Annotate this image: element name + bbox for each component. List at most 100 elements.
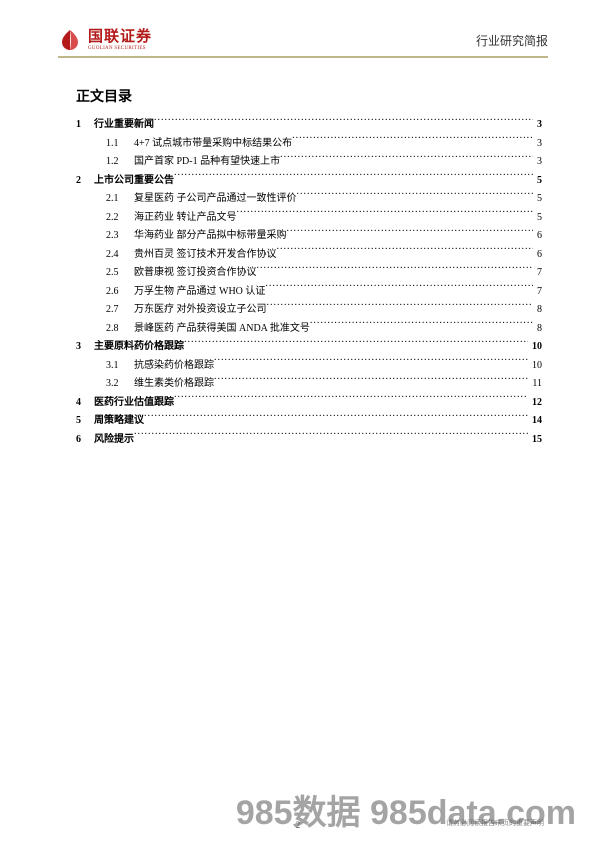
toc-list: 1行业重要新闻31.14+7 试点城市带量采购中标结果公布31.2国产首家 PD… (76, 116, 542, 449)
toc-entry-number: 2.2 (106, 209, 134, 228)
toc-entry-number: 2.5 (106, 264, 134, 283)
toc-entry: 1.14+7 试点城市带量采购中标结果公布 3 (76, 135, 542, 154)
toc-entry-page: 12 (528, 394, 542, 413)
toc-entry: 2.7万东医疗 对外投资设立子公司 8 (76, 301, 542, 320)
header-right-text: 行业研究简报 (476, 32, 548, 49)
toc-dots (277, 247, 534, 257)
toc-dots (310, 321, 533, 331)
toc-entry-number: 3 (76, 338, 94, 357)
toc-entry: 2.2海正药业 转让产品文号 5 (76, 209, 542, 228)
toc-dots (297, 191, 534, 201)
toc-dots (214, 376, 528, 386)
toc-dots (214, 358, 528, 368)
toc-entry-page: 6 (533, 246, 542, 265)
toc-dots (257, 265, 534, 275)
toc-entry-label: 上市公司重要公告 (94, 172, 174, 191)
toc-entry-number: 1.1 (106, 135, 134, 154)
toc-dots (174, 395, 528, 405)
toc-entry-number: 3.2 (106, 375, 134, 394)
toc-entry-number: 2.7 (106, 301, 134, 320)
toc-entry-number: 2.8 (106, 320, 134, 339)
toc-entry-page: 5 (533, 190, 542, 209)
toc-title: 正文目录 (76, 86, 548, 106)
toc-entry-label: 4+7 试点城市带量采购中标结果公布 (134, 135, 292, 154)
toc-entry-number: 1.2 (106, 153, 134, 172)
toc-entry-number: 6 (76, 431, 94, 450)
toc-dots (134, 432, 528, 442)
toc-entry-number: 2.1 (106, 190, 134, 209)
toc-entry-label: 万东医疗 对外投资设立子公司 (134, 301, 267, 320)
toc-entry-page: 11 (528, 375, 542, 394)
toc-entry: 2.8景峰医药 产品获得美国 ANDA 批准文号 8 (76, 320, 542, 339)
toc-entry-number: 2.4 (106, 246, 134, 265)
toc-entry: 2.6万孚生物 产品通过 WHO 认证 7 (76, 283, 542, 302)
toc-entry-page: 8 (533, 320, 542, 339)
page-header: 国联证券 GUOLIAN SECURITIES 行业研究简报 (58, 28, 548, 52)
header-divider (58, 56, 548, 58)
toc-entry-page: 5 (533, 209, 542, 228)
toc-dots (292, 136, 533, 146)
toc-entry-page: 3 (533, 116, 542, 135)
toc-entry-page: 7 (533, 283, 542, 302)
toc-entry-number: 3.1 (106, 357, 134, 376)
toc-entry-label: 华海药业 部分产品拟中标带量采购 (134, 227, 287, 246)
toc-entry-label: 维生素类价格跟踪 (134, 375, 214, 394)
toc-dots (144, 413, 528, 423)
logo-icon (58, 28, 82, 52)
toc-entry-label: 万孚生物 产品通过 WHO 认证 (134, 283, 265, 302)
page-container: 国联证券 GUOLIAN SECURITIES 行业研究简报 正文目录 1行业重… (0, 0, 596, 842)
toc-entry-number: 2.3 (106, 227, 134, 246)
toc-entry-label: 国产首家 PD-1 品种有望快速上市 (134, 153, 280, 172)
toc-entry-number: 2 (76, 172, 94, 191)
toc-entry-label: 贵州百灵 签订技术开发合作协议 (134, 246, 277, 265)
toc-dots (174, 173, 533, 183)
toc-entry-label: 复星医药 子公司产品通过一致性评价 (134, 190, 297, 209)
toc-dots (280, 154, 533, 164)
toc-entry-page: 8 (533, 301, 542, 320)
toc-entry-label: 主要原料药价格跟踪 (94, 338, 184, 357)
toc-entry-label: 行业重要新闻 (94, 116, 154, 135)
toc-entry: 1行业重要新闻 3 (76, 116, 542, 135)
toc-entry-label: 景峰医药 产品获得美国 ANDA 批准文号 (134, 320, 310, 339)
toc-entry: 4医药行业估值跟踪12 (76, 394, 542, 413)
toc-entry-page: 10 (528, 338, 542, 357)
toc-entry-page: 10 (528, 357, 542, 376)
toc-entry: 2.3华海药业 部分产品拟中标带量采购 6 (76, 227, 542, 246)
toc-entry-label: 海正药业 转让产品文号 (134, 209, 237, 228)
toc-entry-page: 6 (533, 227, 542, 246)
toc-entry-number: 1 (76, 116, 94, 135)
toc-dots (154, 117, 533, 127)
footer-disclaimer: 请务必阅读报告末页的重要声明 (446, 818, 544, 828)
toc-entry-page: 3 (533, 135, 542, 154)
toc-entry: 2上市公司重要公告 5 (76, 172, 542, 191)
toc-entry-page: 15 (528, 431, 542, 450)
toc-entry-label: 医药行业估值跟踪 (94, 394, 174, 413)
toc-entry: 6风险提示 15 (76, 431, 542, 450)
logo-text: 国联证券 GUOLIAN SECURITIES (88, 30, 152, 51)
toc-entry: 2.1复星医药 子公司产品通过一致性评价 5 (76, 190, 542, 209)
toc-entry-page: 5 (533, 172, 542, 191)
toc-entry-label: 周策略建议 (94, 412, 144, 431)
toc-entry-label: 抗感染药价格跟踪 (134, 357, 214, 376)
logo-block: 国联证券 GUOLIAN SECURITIES (58, 28, 152, 52)
toc-entry-page: 7 (533, 264, 542, 283)
toc-entry-label: 风险提示 (94, 431, 134, 450)
toc-entry-number: 2.6 (106, 283, 134, 302)
toc-entry: 5周策略建议 14 (76, 412, 542, 431)
toc-entry-page: 14 (528, 412, 542, 431)
toc-entry: 2.5欧普康视 签订投资合作协议 7 (76, 264, 542, 283)
toc-entry: 3主要原料药价格跟踪 10 (76, 338, 542, 357)
toc-entry-label: 欧普康视 签订投资合作协议 (134, 264, 257, 283)
logo-text-en: GUOLIAN SECURITIES (88, 46, 152, 51)
toc-dots (265, 284, 533, 294)
toc-entry-number: 5 (76, 412, 94, 431)
toc-dots (287, 228, 534, 238)
toc-entry: 3.1抗感染药价格跟踪 10 (76, 357, 542, 376)
toc-dots (267, 302, 534, 312)
toc-entry: 1.2国产首家 PD-1 品种有望快速上市 3 (76, 153, 542, 172)
toc-dots (184, 339, 528, 349)
toc-dots (237, 210, 534, 220)
toc-entry-page: 3 (533, 153, 542, 172)
logo-text-cn: 国联证券 (88, 30, 152, 45)
toc-entry: 3.2维生素类价格跟踪 11 (76, 375, 542, 394)
